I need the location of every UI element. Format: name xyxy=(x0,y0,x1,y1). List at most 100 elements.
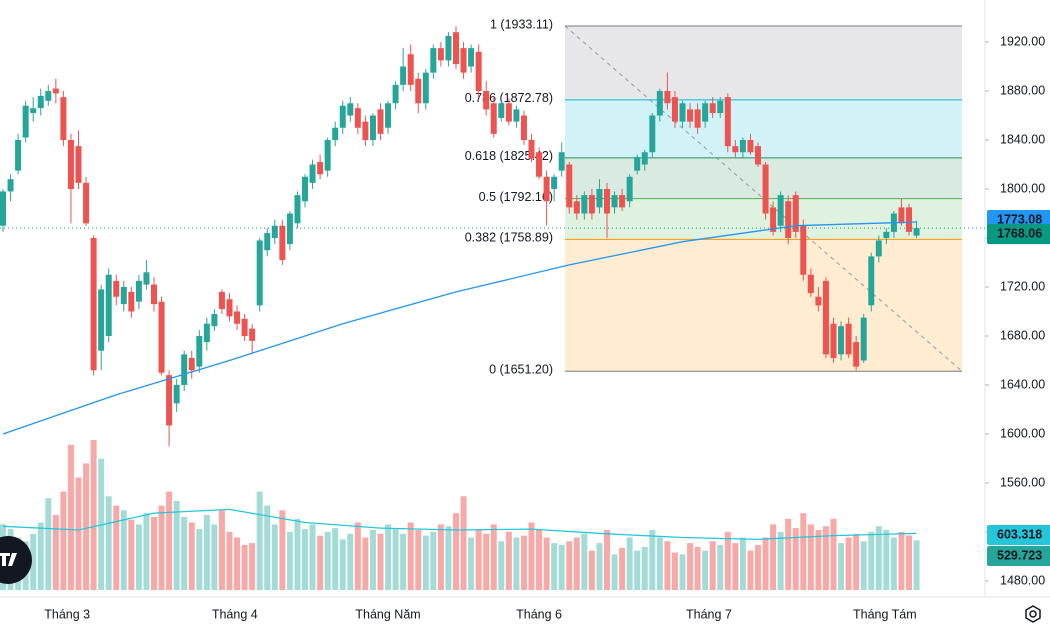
candle-body xyxy=(860,317,867,361)
candle-body xyxy=(30,108,37,114)
volume-ma-line xyxy=(2,508,917,541)
candle-body xyxy=(113,280,120,297)
fib-zone xyxy=(565,99,962,158)
candle-body xyxy=(830,323,837,359)
candle-body xyxy=(785,201,792,238)
candle-body xyxy=(158,301,165,373)
settings-icon[interactable] xyxy=(1025,605,1041,623)
candle-body xyxy=(211,313,218,327)
candle-body xyxy=(407,54,414,85)
y-tick-label: 1480.00 xyxy=(1000,573,1045,587)
candle-body xyxy=(271,225,278,238)
candle-body xyxy=(822,280,829,355)
volume-bar xyxy=(294,518,301,590)
candle-body xyxy=(566,164,573,208)
candle-body xyxy=(505,103,512,122)
candle-body xyxy=(339,105,346,128)
volume-bar xyxy=(256,491,263,590)
volume-bar xyxy=(581,533,588,590)
candle-body xyxy=(581,195,588,214)
candle-body xyxy=(656,91,663,116)
volume-bar xyxy=(860,541,867,590)
volume-bar xyxy=(762,537,769,590)
candle-body xyxy=(770,207,777,232)
volume-bar xyxy=(679,554,686,590)
volume-bar xyxy=(67,444,74,590)
volume-bar xyxy=(619,547,626,590)
candle-body xyxy=(634,157,641,171)
volume-bar xyxy=(392,529,399,590)
volume-bar xyxy=(747,550,754,590)
settings-icon-center[interactable] xyxy=(1029,610,1037,618)
volume-bar xyxy=(151,516,157,590)
candle-body xyxy=(460,48,467,73)
candle-body xyxy=(181,354,188,385)
candle-body xyxy=(724,97,731,147)
candle-body xyxy=(747,140,754,153)
fib-level-label: 0.5 (1792.16) xyxy=(479,190,553,204)
y-tick-label: 1680.00 xyxy=(1000,328,1045,342)
volume-bar xyxy=(770,524,777,590)
volume-bar xyxy=(415,530,422,590)
settings-button[interactable] xyxy=(1025,605,1041,623)
candle-body xyxy=(75,146,82,183)
x-tick-label: Tháng Tám xyxy=(853,607,917,621)
volume-bar xyxy=(687,543,694,590)
volume-bar xyxy=(558,545,565,590)
candle-body xyxy=(604,188,610,214)
ma-badge: 1773.08 xyxy=(997,212,1042,226)
volume-badge: 529.723 xyxy=(997,548,1042,562)
candle-body xyxy=(67,140,74,189)
candle-body xyxy=(256,240,263,306)
candle-body xyxy=(0,191,6,226)
volume-bar xyxy=(324,531,331,590)
volume-bar xyxy=(792,528,799,590)
last-price-badge-bg xyxy=(987,224,1050,245)
x-tick-label: Tháng Năm xyxy=(355,607,420,621)
fib-level-label: 0.382 (1758.89) xyxy=(465,231,553,245)
volume-bar xyxy=(822,526,829,590)
volume-bar xyxy=(60,491,67,590)
volume-bar xyxy=(656,537,663,590)
volume-bar xyxy=(105,496,112,590)
candle-body xyxy=(883,231,890,238)
volume-bar xyxy=(890,537,897,590)
volume-badge-bg xyxy=(987,546,1050,566)
volume-bar xyxy=(913,540,920,590)
volume-bar xyxy=(830,518,837,590)
candle-body xyxy=(588,195,595,214)
candle-body xyxy=(422,72,429,104)
candle-body xyxy=(913,228,920,236)
volume-bar xyxy=(755,545,761,590)
volume-bar xyxy=(317,535,324,590)
volume-bar xyxy=(664,541,671,590)
candle-body xyxy=(694,109,701,128)
volume-bar xyxy=(777,531,784,590)
volume-bar xyxy=(30,533,37,590)
volume-bar xyxy=(445,526,452,590)
y-tick-label: 1560.00 xyxy=(1000,475,1045,489)
candle-body xyxy=(264,233,271,251)
candle-body xyxy=(317,162,324,175)
fib-level-label: 1 (1933.11) xyxy=(490,17,553,31)
candle-body xyxy=(135,280,142,302)
y-tick-label: 1880.00 xyxy=(1000,83,1045,97)
volume-bar xyxy=(807,524,814,590)
candle-body xyxy=(717,100,724,114)
volume-bar xyxy=(868,531,875,590)
volume-bar xyxy=(362,537,369,590)
candle-body xyxy=(807,274,814,294)
candle-body xyxy=(60,97,67,141)
volume-bar xyxy=(45,498,52,590)
volume-bar xyxy=(898,531,905,590)
volume-bar xyxy=(543,537,550,590)
volume-bar xyxy=(279,510,286,590)
candle-body xyxy=(815,296,822,306)
volume-bar xyxy=(611,554,618,590)
x-tick-label: Tháng 3 xyxy=(44,607,90,621)
volume-bar xyxy=(83,463,90,590)
plot: 1 (1933.11)0.786 (1872.78)0.618 (1825.42… xyxy=(0,17,1050,621)
volume-bar xyxy=(596,543,603,590)
candle-body xyxy=(792,195,799,232)
